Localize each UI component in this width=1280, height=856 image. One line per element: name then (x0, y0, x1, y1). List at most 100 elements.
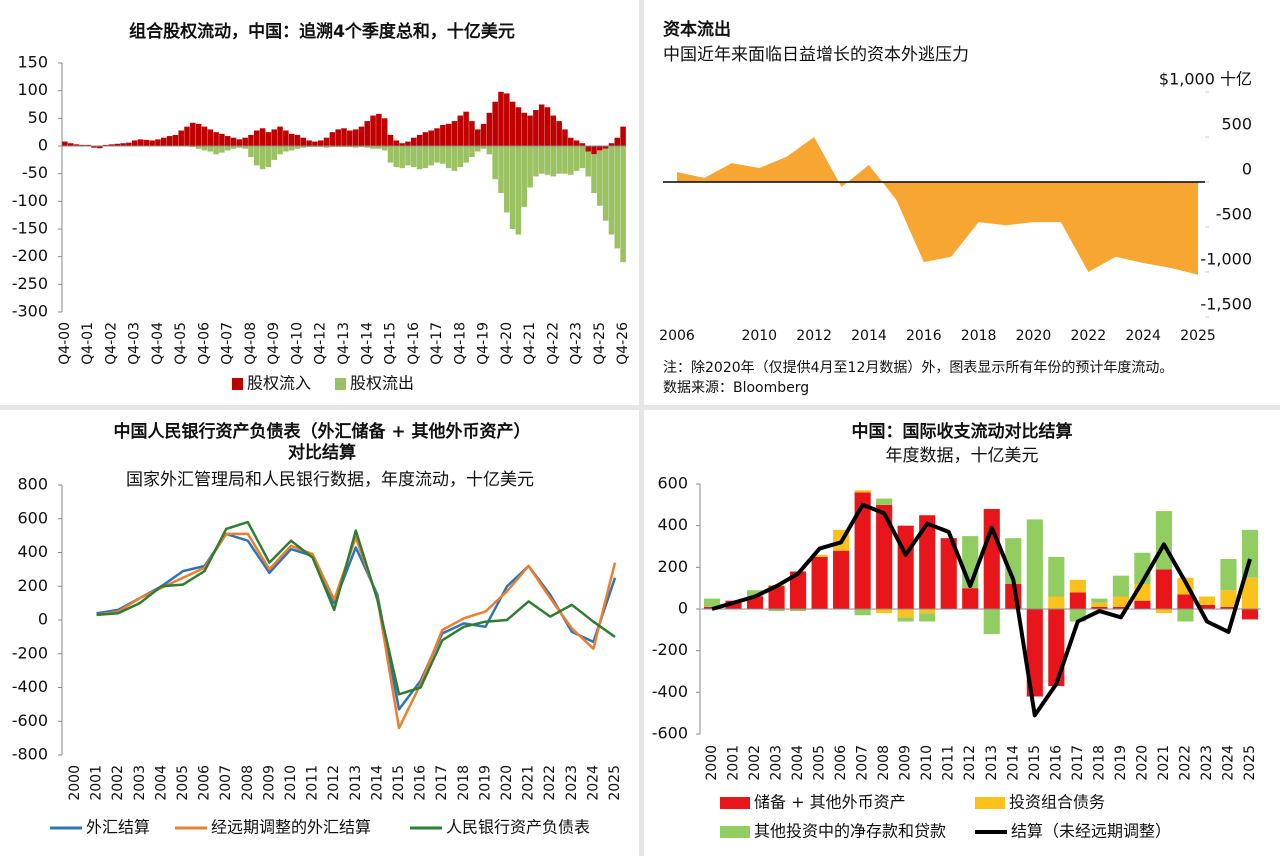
bar (983, 509, 1000, 609)
x-tick-label: Q4-17 (429, 322, 445, 365)
bar (405, 146, 411, 166)
bar (126, 142, 132, 146)
bar (451, 146, 458, 171)
y-tick-label: -500 (1216, 205, 1252, 224)
bar (480, 123, 487, 146)
y-tick-label: 50 (28, 108, 48, 127)
bar (1069, 592, 1086, 609)
bar (62, 141, 68, 146)
bar (283, 130, 289, 146)
note: 注：除2020年（仅提供4月至12月数据）外，图表显示所有年份的预计年度流动。 (663, 360, 1173, 376)
bar (527, 115, 533, 146)
x-tick-label: 2019 (477, 765, 493, 801)
bar (1091, 606, 1108, 609)
bar (254, 146, 260, 166)
note: 数据来源：Bloomberg (663, 380, 809, 396)
bar (242, 137, 248, 146)
bar (288, 133, 295, 146)
x-tick-label: 2023 (1199, 745, 1215, 781)
bar (201, 146, 208, 151)
bar (149, 140, 155, 146)
x-tick-label: 2001 (89, 765, 105, 801)
bar (312, 146, 318, 148)
bar (277, 146, 283, 155)
bar (562, 129, 568, 146)
bar (358, 126, 365, 146)
bar (562, 146, 568, 174)
bar (746, 590, 764, 597)
chart-subtitle: 中国近年来面临日益增长的资本外逃压力 (663, 45, 969, 65)
bar (445, 146, 452, 169)
bar (312, 141, 318, 146)
x-tick-label: 2023 (564, 765, 580, 801)
x-tick-label: 2017 (1070, 745, 1086, 781)
bar (306, 140, 312, 146)
bar (440, 146, 446, 164)
bar (897, 609, 914, 618)
bar (457, 115, 464, 146)
bar (381, 146, 388, 151)
bar (620, 146, 626, 263)
bar (573, 146, 580, 171)
x-tick-label: Q4-04 (150, 322, 166, 365)
bar (184, 126, 190, 146)
y-tick-label: 100 (17, 80, 48, 99)
bar (1026, 519, 1043, 609)
bar (242, 146, 248, 149)
bar (790, 609, 807, 612)
bar (265, 132, 272, 146)
bar (876, 609, 893, 614)
bar (469, 146, 475, 158)
bar (1048, 596, 1065, 609)
bar (940, 538, 957, 609)
bar (1091, 602, 1108, 607)
legend-label: 其他投资中的净存款和贷款 (754, 822, 946, 841)
x-tick-label: 2012 (796, 328, 832, 344)
x-tick-label: Q4-08 (243, 322, 259, 365)
bar (550, 115, 557, 146)
bar (602, 146, 609, 149)
bar (527, 146, 533, 188)
y-tick-label: -200 (12, 246, 48, 265)
x-tick-label: 2022 (542, 765, 558, 801)
bar (393, 140, 400, 146)
bar (486, 112, 493, 146)
bar (1155, 511, 1172, 570)
x-tick-label: 2007 (855, 745, 871, 781)
bar (381, 118, 388, 146)
legend-label: 投资组合债务 (1009, 793, 1105, 812)
x-tick-label: Q4-13 (336, 322, 352, 365)
bar (73, 144, 80, 146)
x-tick-label: 2018 (1091, 745, 1107, 781)
chart-title: 组合股权流动，中国：追溯4个季度总和，十亿美元 (129, 21, 515, 42)
bar (207, 146, 214, 152)
bar (515, 107, 522, 146)
bar (213, 146, 219, 155)
chart-title: 中国：国际收支流动对比结算 (852, 421, 1073, 442)
bar (283, 146, 289, 152)
bar (533, 146, 539, 177)
x-tick-label: 2003 (769, 745, 785, 781)
line (96, 532, 617, 730)
bar (411, 137, 417, 146)
y-tick-label: 200 (17, 576, 48, 595)
bar (195, 146, 202, 149)
divider (0, 405, 1280, 410)
bar (768, 609, 785, 612)
bar (108, 144, 115, 146)
x-tick-label: 2004 (790, 745, 806, 781)
x-tick-label: 2019 (1113, 745, 1129, 781)
y-tick-label: -250 (12, 274, 48, 293)
x-tick-label: Q4-10 (289, 322, 305, 365)
x-tick-label: 2010 (741, 328, 777, 344)
bar (416, 146, 423, 170)
bar (259, 128, 266, 146)
bar (614, 146, 621, 249)
bar (97, 146, 103, 149)
bar (370, 146, 376, 149)
x-tick-label: Q4-22 (545, 322, 561, 365)
legend-label: 人民银行资产负债表 (446, 818, 590, 837)
x-tick-label: Q4-16 (406, 322, 422, 365)
bar (585, 151, 591, 177)
